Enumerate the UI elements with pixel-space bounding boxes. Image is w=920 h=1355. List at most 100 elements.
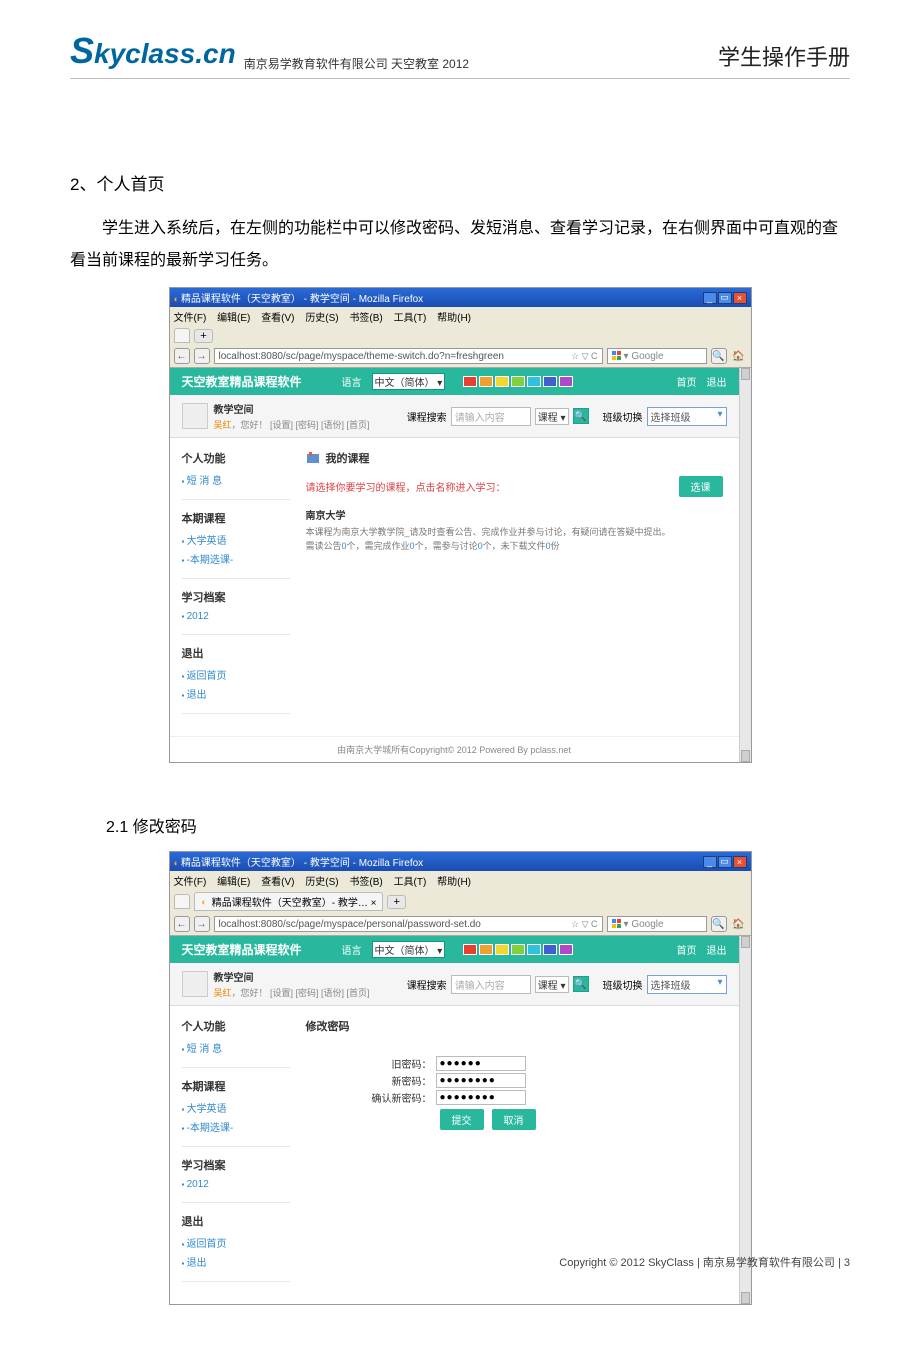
sidebar-item-2012[interactable]: 2012 — [182, 611, 290, 622]
menu-edit-2[interactable]: 编辑(E) — [217, 877, 250, 888]
tab-blank[interactable] — [174, 328, 191, 343]
menu-history[interactable]: 历史(S) — [305, 313, 338, 324]
sidebar-2: 个人功能 短 消 息 本期课程 大学英语 -本期选课- 学习档案 2012 — [170, 1006, 290, 1304]
swatch-2b[interactable] — [479, 944, 493, 955]
swatch-4[interactable] — [511, 376, 525, 387]
search-input-2[interactable]: 请输入内容 — [451, 975, 531, 994]
swatch-3[interactable] — [495, 376, 509, 387]
scrollbar[interactable] — [739, 368, 751, 762]
home-icon-2[interactable]: 🏠 — [731, 916, 747, 932]
page-header: Skyclass.cn 南京易学教育软件有限公司 天空教室 2012 学生操作手… — [70, 30, 850, 79]
swatch-5b[interactable] — [527, 944, 541, 955]
swatch-3b[interactable] — [495, 944, 509, 955]
sidebar-item-english-2[interactable]: 大学英语 — [182, 1100, 290, 1115]
sidebar-item-select[interactable]: -本期选课- — [182, 551, 290, 566]
close-button-2[interactable]: × — [733, 856, 747, 868]
menu-tools-2[interactable]: 工具(T) — [394, 877, 427, 888]
tab-blank-2[interactable] — [174, 894, 191, 909]
section-2-paragraph: 学生进入系统后，在左侧的功能栏中可以修改密码、发短消息、查看学习记录，在右侧界面… — [70, 213, 850, 277]
lang-select[interactable]: 中文（简体） ▾ — [372, 373, 446, 390]
class-select-2[interactable]: 选择班级 ▾ — [647, 975, 727, 994]
search-type-select-2[interactable]: 课程 ▾ — [535, 976, 569, 993]
forward-button[interactable]: → — [194, 348, 210, 364]
select-course-button[interactable]: 选课 — [679, 476, 723, 497]
sidebar-item-back-2[interactable]: 返回首页 — [182, 1235, 290, 1250]
back-button-2[interactable]: ← — [174, 916, 190, 932]
menu-file[interactable]: 文件(F) — [174, 313, 207, 324]
menu-view-2[interactable]: 查看(V) — [261, 877, 294, 888]
course-name[interactable]: 南京大学 — [306, 507, 723, 522]
menu-bookmarks[interactable]: 书签(B) — [349, 313, 382, 324]
menu-edit[interactable]: 编辑(E) — [217, 313, 250, 324]
home-icon[interactable]: 🏠 — [731, 348, 747, 364]
pwd-old-input[interactable]: ●●●●●● — [436, 1056, 526, 1071]
search-button-2[interactable]: 🔍 — [573, 976, 589, 992]
swatch-7b[interactable] — [559, 944, 573, 955]
forward-button-2[interactable]: → — [194, 916, 210, 932]
sidebar-item-select-2[interactable]: -本期选课- — [182, 1119, 290, 1134]
sidebar-item-exit[interactable]: 退出 — [182, 686, 290, 701]
close-button[interactable]: × — [733, 292, 747, 304]
swatch-4b[interactable] — [511, 944, 525, 955]
lang-select-2[interactable]: 中文（简体） ▾ — [372, 941, 446, 958]
firefox-icon: ◐ — [174, 294, 179, 304]
logo-subtitle: 南京易学教育软件有限公司 天空教室 2012 — [244, 55, 469, 72]
minimize-button[interactable]: _ — [703, 292, 717, 304]
swatch-6[interactable] — [543, 376, 557, 387]
menu-history-2[interactable]: 历史(S) — [305, 877, 338, 888]
tab-active-2[interactable]: ◐精品课程软件（天空教室）- 教学… × — [194, 892, 383, 911]
nav-home-link-2[interactable]: 首页 — [677, 942, 697, 957]
search-label-2: 课程搜索 — [407, 977, 447, 992]
tab-new-button-2[interactable]: + — [387, 895, 405, 909]
firefox-tabs-2: ◐精品课程软件（天空教室）- 教学… × + — [170, 890, 751, 913]
maximize-button-2[interactable]: ▭ — [718, 856, 732, 868]
pwd-confirm-input[interactable]: ●●●●●●●● — [436, 1090, 526, 1105]
sidebar-item-2012-2[interactable]: 2012 — [182, 1179, 290, 1190]
main-panel: 我的课程 请选择你要学习的课程，点击名称进入学习： 选课 南京大学 本课程为南京… — [290, 438, 739, 736]
search-bar-2[interactable]: ▾ Google — [607, 916, 707, 932]
sidebar-item-message-2[interactable]: 短 消 息 — [182, 1040, 290, 1055]
sidebar-item-back[interactable]: 返回首页 — [182, 667, 290, 682]
user-info: 教学空间 吴红，您好！ [设置] [密码] [语份] [首页] — [214, 401, 370, 431]
nav-exit-link[interactable]: 退出 — [707, 374, 727, 389]
nav-exit-link-2[interactable]: 退出 — [707, 942, 727, 957]
pwd-new-input[interactable]: ●●●●●●●● — [436, 1073, 526, 1088]
course-hint: 请选择你要学习的课程，点击名称进入学习： 选课 — [306, 476, 723, 497]
search-icon[interactable]: 🔍 — [711, 348, 727, 364]
menu-bookmarks-2[interactable]: 书签(B) — [349, 877, 382, 888]
swatch-2[interactable] — [479, 376, 493, 387]
menu-file-2[interactable]: 文件(F) — [174, 877, 207, 888]
firefox-icon-2: ◐ — [174, 858, 179, 868]
maximize-button[interactable]: ▭ — [718, 292, 732, 304]
search-input[interactable]: 请输入内容 — [451, 407, 531, 426]
menu-help[interactable]: 帮助(H) — [437, 313, 471, 324]
password-form: 旧密码： ●●●●●● 新密码： ●●●●●●●● 确认新密码： ●●●●●●●… — [306, 1044, 723, 1140]
search-button[interactable]: 🔍 — [573, 408, 589, 424]
menu-tools[interactable]: 工具(T) — [394, 313, 427, 324]
swatch-6b[interactable] — [543, 944, 557, 955]
window-title-2: 精品课程软件（天空教室） - 教学空间 - Mozilla Firefox — [181, 858, 423, 869]
url-bar[interactable]: localhost:8080/sc/page/myspace/theme-swi… — [214, 348, 603, 364]
url-bar-2[interactable]: localhost:8080/sc/page/myspace/personal/… — [214, 916, 603, 932]
sidebar-item-english[interactable]: 大学英语 — [182, 532, 290, 547]
logo-area: Skyclass.cn 南京易学教育软件有限公司 天空教室 2012 — [70, 30, 469, 72]
minimize-button-2[interactable]: _ — [703, 856, 717, 868]
tab-new-button[interactable]: + — [194, 329, 212, 343]
submit-button[interactable]: 提交 — [440, 1109, 484, 1130]
swatch-5[interactable] — [527, 376, 541, 387]
menu-help-2[interactable]: 帮助(H) — [437, 877, 471, 888]
swatch-7[interactable] — [559, 376, 573, 387]
swatch-1b[interactable] — [463, 944, 477, 955]
sidebar-item-exit-2[interactable]: 退出 — [182, 1254, 290, 1269]
nav-home-link[interactable]: 首页 — [677, 374, 697, 389]
search-type-select[interactable]: 课程 ▾ — [535, 408, 569, 425]
scrollbar-2[interactable] — [739, 936, 751, 1304]
swatch-1[interactable] — [463, 376, 477, 387]
search-bar[interactable]: ▾ Google — [607, 348, 707, 364]
sidebar-item-message[interactable]: 短 消 息 — [182, 472, 290, 487]
menu-view[interactable]: 查看(V) — [261, 313, 294, 324]
cancel-button[interactable]: 取消 — [492, 1109, 536, 1130]
back-button[interactable]: ← — [174, 348, 190, 364]
class-select[interactable]: 选择班级 ▾ — [647, 407, 727, 426]
search-icon-2[interactable]: 🔍 — [711, 916, 727, 932]
